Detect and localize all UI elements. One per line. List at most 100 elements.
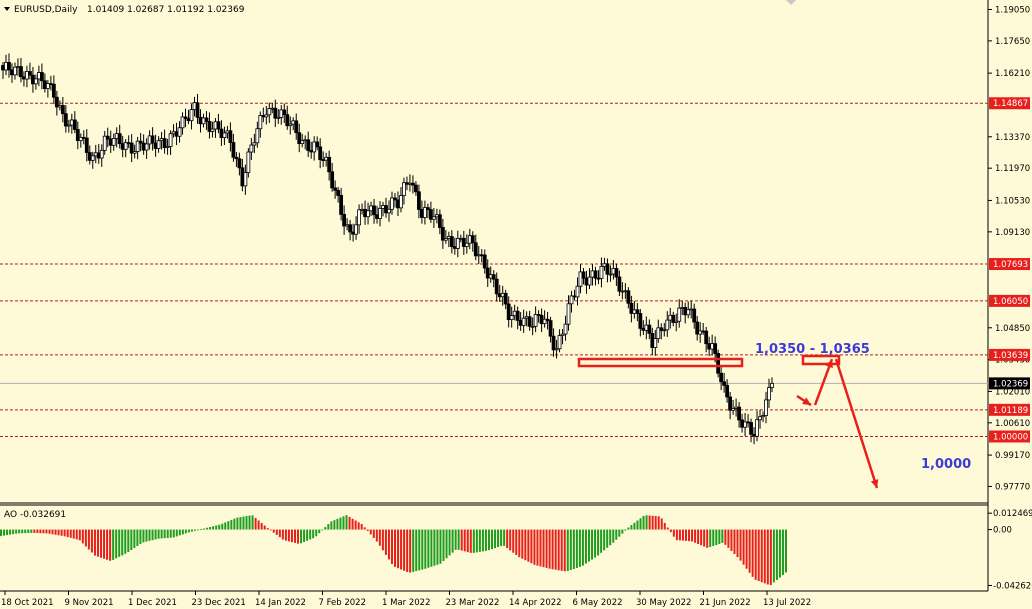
candle-body [39,72,44,82]
ao-label: AO -0.032691 [4,510,66,520]
ao-bar [130,529,133,551]
ao-bar [463,529,466,552]
ao-bar [139,529,142,544]
candle-body [393,197,397,201]
ao-bar [406,529,409,572]
ao-bar [654,516,657,530]
candle-body [363,208,367,218]
ao-bar [118,529,121,557]
ao-bar [30,529,33,533]
candle-body [318,146,323,160]
candle-body [629,302,634,314]
candle-body [168,133,173,147]
candle-body [150,135,155,144]
candle-body [87,152,92,161]
price-tick-label: 1.19050 [995,5,1030,15]
ao-bar [24,529,27,534]
candle-body [180,116,185,129]
ao-bar [206,527,209,530]
ao-bar [457,529,460,550]
ao-bar [487,529,490,551]
ao-bar [278,529,281,538]
candle-body [25,71,29,80]
price-tag-label: 1.01189 [993,406,1028,416]
triangle-down-icon[interactable] [4,7,10,11]
shift-marker-icon[interactable] [786,0,796,5]
candle-body [668,314,673,321]
candle-body [186,118,191,122]
candle-body [354,224,358,235]
candle-body [491,274,496,280]
candle-body [330,171,335,189]
candle-body [138,140,143,144]
candle-body [497,293,502,298]
ao-bar [184,529,187,534]
projection-arrow [834,358,879,489]
candle-body [387,208,391,214]
candle-body [207,121,212,132]
ao-bar [424,529,427,569]
ao-bar [442,529,445,561]
price-tick-label: 1.16210 [995,69,1030,79]
candle-body [285,114,290,127]
level-price-tag [989,430,1030,443]
ao-bar [688,529,691,542]
ao-bar [72,529,75,539]
candle-body [28,71,32,76]
candle-body [282,109,287,116]
ao-bar [251,515,254,530]
ao-bar [357,522,360,530]
ao-bar [491,529,494,550]
ao-bar [681,529,684,541]
candle-body [117,133,122,144]
ao-bar [224,522,227,530]
price-tick-label: 1.02010 [995,387,1030,397]
candle-body [228,130,233,143]
candle-body [599,265,604,279]
candle-body [99,149,104,159]
ao-bar [572,529,575,569]
symbol-label: EURUSD,Daily [14,5,78,15]
ao-bar [709,529,712,548]
candle-body [63,113,68,127]
candle-body [198,116,203,125]
candle-body [417,191,421,210]
ao-bar [448,529,451,556]
candle-body [333,187,338,191]
ao-bar [603,529,606,551]
candle-body [728,396,733,411]
ao-bar [475,529,478,553]
ao-bar [218,524,221,530]
candle-body [126,142,131,145]
candle-body [560,333,565,336]
candle-body [482,254,487,269]
candle-body [384,205,388,214]
candle-body [381,205,385,209]
candle-body [746,421,750,424]
ao-bar [621,529,624,534]
ao-bar [569,529,572,571]
ao-bar [169,529,172,538]
ao-bar [166,529,169,538]
ao-bar [142,529,145,543]
ao-bar [497,529,500,548]
ao-bar [663,522,666,530]
ao-bar [724,529,727,545]
ao-bar [203,528,206,530]
candle-body [617,276,622,292]
candle-body [309,150,314,153]
candle-body [69,119,74,126]
ao-bar [248,515,251,530]
ao-bar [3,529,6,536]
ao-bar [297,529,300,544]
candle-body [437,214,442,228]
candle-body [467,235,472,244]
ao-bar [148,529,151,541]
date-tick-label: 23 Mar 2022 [446,598,500,608]
candle-body [10,69,14,76]
ao-bar [193,529,196,531]
date-tick-label: 18 Oct 2021 [1,598,54,608]
candle-body [656,327,661,340]
candle-body [761,415,765,418]
ao-bar [172,529,175,538]
